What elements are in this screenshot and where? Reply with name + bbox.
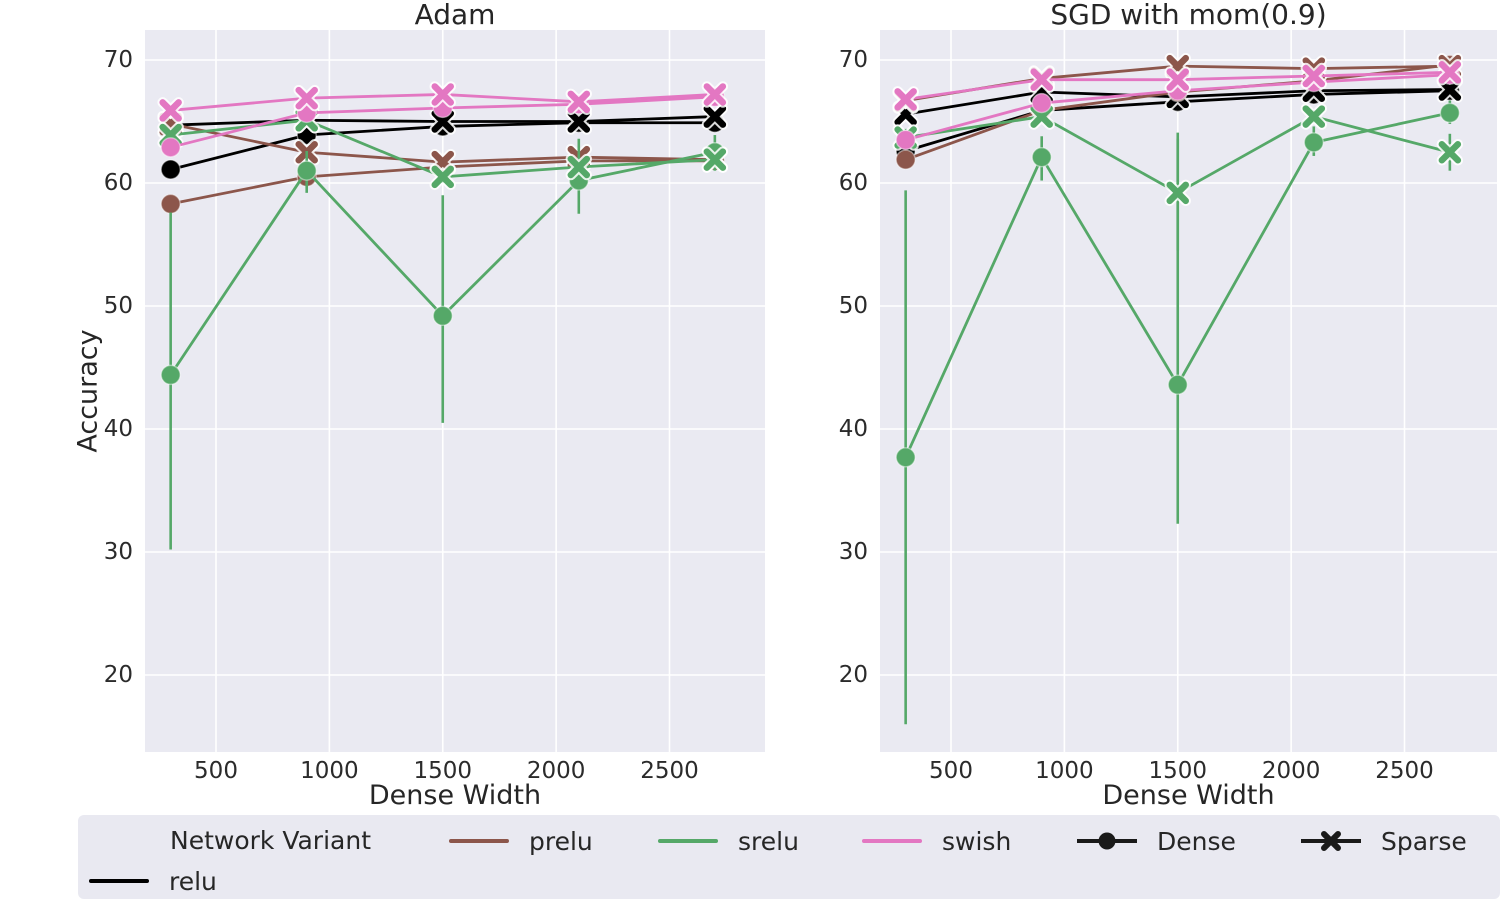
- series-swish-sparse: [892, 59, 1464, 113]
- data-point-x: [1438, 141, 1462, 164]
- data-point-x: [1030, 105, 1053, 128]
- y-tick-label: 70: [838, 47, 868, 73]
- data-point-x: [159, 99, 182, 122]
- data-point-x: [431, 165, 454, 189]
- series-swish-sparse: [157, 81, 729, 124]
- legend-item-prelu[interactable]: prelu: [449, 826, 593, 856]
- y-tick-label: 40: [103, 416, 133, 442]
- data-point-x: [1438, 61, 1462, 84]
- y-tick-label: 30: [103, 539, 133, 565]
- plot-background: [880, 30, 1497, 752]
- x-tick-label: 2500: [1375, 758, 1434, 784]
- data-point-x: [431, 83, 454, 106]
- legend-line-swatch: [658, 839, 718, 843]
- legend-item-label: Dense: [1157, 826, 1236, 856]
- legend-item-srelu[interactable]: srelu: [658, 826, 799, 856]
- legend-item-label: swish: [942, 826, 1012, 856]
- data-point-circle: [1167, 374, 1188, 395]
- data-point-x: [1302, 105, 1326, 128]
- legend-item-dense[interactable]: Dense: [1077, 826, 1236, 856]
- legend-line-swatch: [862, 839, 922, 843]
- series-srelu-dense: [160, 135, 726, 550]
- data-point-circle: [1303, 132, 1324, 153]
- y-tick-label: 70: [103, 47, 133, 73]
- legend-item-relu[interactable]: relu: [89, 866, 217, 896]
- y-tick-label: 50: [838, 293, 868, 319]
- legend-item-label: Sparse: [1381, 826, 1467, 856]
- legend-line-swatch: [89, 879, 149, 883]
- data-point-circle: [895, 129, 916, 151]
- plot-area-sgd: [880, 30, 1497, 752]
- data-point-circle: [1439, 102, 1461, 124]
- data-point-x: [1166, 181, 1189, 205]
- data-point-x: [703, 83, 727, 106]
- data-point-x: [1030, 68, 1053, 91]
- x-tick-label: 2000: [1261, 758, 1321, 784]
- legend-x-marker-icon: [1321, 831, 1341, 851]
- data-point-circle: [160, 159, 181, 180]
- data-point-circle: [1031, 92, 1052, 114]
- y-tick-label: 40: [838, 416, 868, 442]
- x-tick-label: 1000: [1035, 758, 1094, 784]
- x-tick-label: 1000: [300, 758, 359, 784]
- plot-title-adam: Adam: [414, 0, 496, 31]
- legend-item-label: relu: [169, 866, 217, 896]
- data-point-x: [894, 88, 917, 111]
- y-tick-label: 50: [103, 293, 133, 319]
- data-point-circle: [895, 447, 916, 468]
- legend-item-label: prelu: [529, 826, 593, 856]
- x-tick-label: 2000: [526, 758, 586, 784]
- plot-title-sgd: SGD with mom(0.9): [1050, 0, 1327, 31]
- data-point-circle: [432, 305, 453, 327]
- data-point-circle: [160, 193, 181, 215]
- y-tick-label: 20: [838, 662, 868, 688]
- data-point-x: [567, 90, 591, 114]
- legend-item-label: srelu: [738, 826, 799, 856]
- data-point-circle: [160, 137, 181, 158]
- x-tick-label: 1500: [413, 758, 473, 784]
- legend-line-swatch: [449, 839, 509, 843]
- y-tick-label: 20: [103, 662, 133, 688]
- data-point-circle: [160, 364, 181, 386]
- data-point-x: [1166, 68, 1189, 91]
- data-point-circle: [1031, 146, 1052, 168]
- data-point-x: [1302, 64, 1326, 88]
- data-point-x: [567, 110, 591, 133]
- x-axis-label-adam: Dense Width: [368, 780, 542, 811]
- data-point-x: [431, 110, 454, 133]
- legend-circle-marker-icon: [1098, 832, 1116, 850]
- data-point-circle: [296, 160, 317, 181]
- legend-item-swish[interactable]: swish: [862, 826, 1011, 856]
- y-tick-label: 30: [838, 539, 868, 565]
- legend-item-sparse[interactable]: Sparse: [1301, 826, 1467, 856]
- x-tick-label: 500: [194, 758, 238, 784]
- legend: Network Variant relu prelu srelu swish Dense…: [78, 815, 1500, 899]
- data-point-x: [295, 86, 318, 110]
- series-srelu-dense: [895, 100, 1461, 725]
- data-point-circle: [895, 149, 916, 170]
- x-tick-label: 2500: [640, 758, 699, 784]
- y-tick-label: 60: [103, 170, 133, 196]
- y-tick-label: 60: [838, 170, 868, 196]
- x-tick-label: 500: [929, 758, 973, 784]
- x-tick-label: 1500: [1148, 758, 1208, 784]
- legend-marker-swatch: [1077, 832, 1137, 850]
- data-point-x: [703, 105, 727, 128]
- data-point-x: [567, 155, 591, 179]
- plot-area-adam: [145, 30, 765, 752]
- data-point-x: [703, 148, 727, 171]
- legend-title: Network Variant: [170, 826, 372, 855]
- x-axis-label-sgd: Dense Width: [1102, 780, 1275, 811]
- legend-marker-swatch: [1301, 831, 1361, 851]
